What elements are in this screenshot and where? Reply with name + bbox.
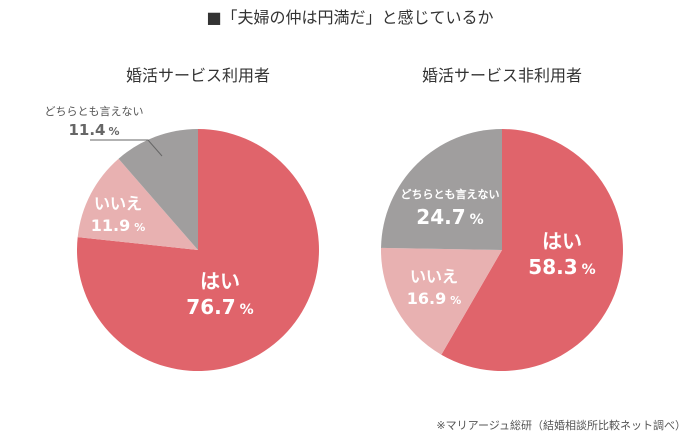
slice-value: 16.9 bbox=[407, 289, 446, 308]
unit: % bbox=[240, 302, 254, 318]
pie-1-title: 婚活サービス利用者 bbox=[125, 66, 270, 85]
leader-line bbox=[90, 139, 163, 157]
slice-value-text: 58.3% bbox=[528, 255, 595, 279]
slice-value: 11.4 bbox=[68, 121, 105, 139]
slice-label-text: はい bbox=[200, 269, 240, 293]
pie-2-slice-1 bbox=[381, 247, 502, 355]
slice-value: 76.7 bbox=[186, 295, 235, 319]
pie-2-title: 婚活サービス非利用者 bbox=[421, 66, 582, 85]
pie-1-label-2: どちらとも言えない 11.4% bbox=[45, 105, 163, 157]
slice-value-text: 11.4% bbox=[68, 121, 119, 139]
slice-value-text: 24.7% bbox=[416, 205, 483, 229]
pie-1-slice-1 bbox=[77, 158, 198, 250]
slice-value-text: 11.9% bbox=[91, 216, 146, 235]
unit: % bbox=[134, 221, 145, 234]
slice-value: 58.3 bbox=[528, 255, 577, 279]
pie-2-slice-0 bbox=[441, 129, 623, 371]
pie-2-label-2: どちらとも言えない 24.7% bbox=[401, 187, 500, 229]
slice-value: 24.7 bbox=[416, 205, 465, 229]
pie-1-label-1: いいえ 11.9% bbox=[91, 194, 146, 235]
pie-2-slice-2 bbox=[381, 129, 502, 250]
slice-label-text: どちらとも言えない bbox=[401, 187, 500, 201]
slice-value: 11.9 bbox=[91, 216, 130, 235]
source-note: ※マリアージュ総研（結婚相談所比較ネット調べ） bbox=[436, 419, 686, 432]
slice-value-text: 76.7% bbox=[186, 295, 253, 319]
slice-value-text: 16.9% bbox=[407, 289, 462, 308]
pie-1-slice-2 bbox=[118, 129, 198, 250]
slice-label-text: いいえ bbox=[410, 267, 458, 286]
slice-label-text: はい bbox=[542, 229, 582, 253]
unit: % bbox=[582, 262, 596, 278]
chart-title: ■「夫婦の仲は円満だ」と感じているか bbox=[206, 8, 494, 27]
unit: % bbox=[450, 294, 461, 307]
unit: % bbox=[470, 212, 484, 228]
slice-label-text: どちらとも言えない bbox=[45, 105, 144, 118]
slice-label-text: いいえ bbox=[94, 194, 142, 213]
unit: % bbox=[108, 125, 119, 138]
pie-2-label-1: いいえ 16.9% bbox=[407, 267, 462, 308]
